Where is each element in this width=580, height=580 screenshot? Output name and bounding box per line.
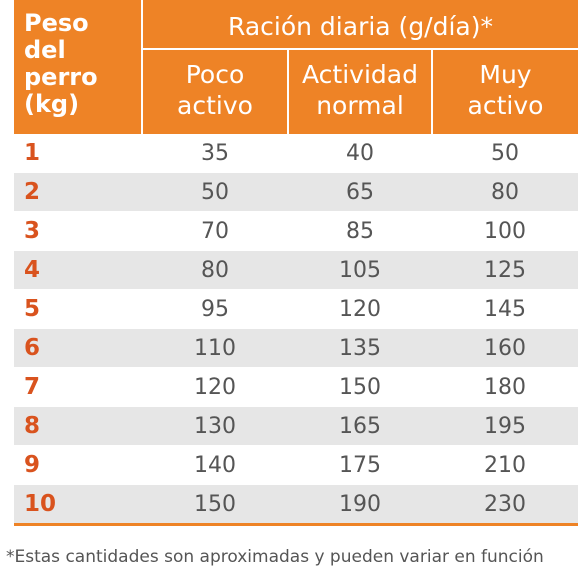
- normal-activity-cell: 175: [288, 445, 432, 485]
- table-row: 10 150 190 230: [14, 484, 579, 526]
- low-activity-cell: 70: [142, 211, 288, 251]
- normal-activity-cell: 165: [288, 406, 432, 446]
- weight-cell: 3: [14, 211, 142, 251]
- table-header: Peso del perro (kg) Ración diaria (g/día…: [14, 0, 579, 134]
- table-body: 1 35 40 50 2 50 65 80 3 70 85 100 4 80 1…: [14, 134, 579, 526]
- weight-header-line: Peso: [24, 9, 89, 37]
- weight-cell: 2: [14, 172, 142, 212]
- high-activity-cell: 50: [432, 134, 579, 173]
- low-activity-cell: 140: [142, 445, 288, 485]
- table-row: 2 50 65 80: [14, 172, 579, 212]
- weight-header-line: perro: [24, 63, 98, 91]
- high-activity-cell: 180: [432, 367, 579, 407]
- low-activity-cell: 95: [142, 289, 288, 329]
- low-activity-cell: 80: [142, 250, 288, 290]
- weight-header-line: del: [24, 36, 66, 64]
- weight-cell: 5: [14, 289, 142, 329]
- daily-ration-header: Ración diaria (g/día)*: [142, 0, 579, 50]
- high-activity-cell: 230: [432, 484, 579, 526]
- low-activity-cell: 110: [142, 328, 288, 368]
- normal-activity-cell: 40: [288, 134, 432, 173]
- table-row: 4 80 105 125: [14, 250, 579, 290]
- header-line: activo: [177, 91, 253, 120]
- low-activity-cell: 150: [142, 484, 288, 526]
- table-row: 6 110 135 160: [14, 328, 579, 368]
- low-activity-header: Poco activo: [142, 49, 289, 134]
- ration-table: Peso del perro (kg) Ración diaria (g/día…: [14, 0, 579, 526]
- weight-cell: 10: [14, 484, 142, 526]
- table-row: 9 140 175 210: [14, 445, 579, 485]
- header-line: Actividad: [302, 60, 418, 89]
- header-line: normal: [316, 91, 404, 120]
- footnote: *Estas cantidades son aproximadas y pued…: [6, 547, 544, 567]
- low-activity-cell: 50: [142, 172, 288, 212]
- high-activity-cell: 195: [432, 406, 579, 446]
- table-row: 8 130 165 195: [14, 406, 579, 446]
- normal-activity-cell: 120: [288, 289, 432, 329]
- table-row: 1 35 40 50: [14, 134, 579, 173]
- weight-column-header: Peso del perro (kg): [14, 0, 143, 134]
- weight-cell: 4: [14, 250, 142, 290]
- high-activity-cell: 145: [432, 289, 579, 329]
- weight-cell: 6: [14, 328, 142, 368]
- normal-activity-cell: 150: [288, 367, 432, 407]
- weight-cell: 9: [14, 445, 142, 485]
- normal-activity-cell: 85: [288, 211, 432, 251]
- header-line: Poco: [185, 60, 245, 89]
- normal-activity-header: Actividad normal: [288, 49, 433, 134]
- normal-activity-cell: 65: [288, 172, 432, 212]
- header-line: Muy: [479, 60, 532, 89]
- header-line: activo: [467, 91, 544, 120]
- table-row: 7 120 150 180: [14, 367, 579, 407]
- normal-activity-cell: 105: [288, 250, 432, 290]
- low-activity-cell: 120: [142, 367, 288, 407]
- table-row: 3 70 85 100: [14, 211, 579, 251]
- high-activity-cell: 160: [432, 328, 579, 368]
- high-activity-cell: 80: [432, 172, 579, 212]
- normal-activity-cell: 190: [288, 484, 432, 526]
- high-activity-header: Muy activo: [432, 49, 579, 134]
- weight-cell: 1: [14, 134, 142, 173]
- high-activity-cell: 100: [432, 211, 579, 251]
- weight-cell: 8: [14, 406, 142, 446]
- high-activity-cell: 210: [432, 445, 579, 485]
- weight-cell: 7: [14, 367, 142, 407]
- weight-header-line: (kg): [24, 90, 80, 118]
- ration-table-container: Peso del perro (kg) Ración diaria (g/día…: [14, 0, 579, 526]
- low-activity-cell: 130: [142, 406, 288, 446]
- table-row: 5 95 120 145: [14, 289, 579, 329]
- low-activity-cell: 35: [142, 134, 288, 173]
- high-activity-cell: 125: [432, 250, 579, 290]
- normal-activity-cell: 135: [288, 328, 432, 368]
